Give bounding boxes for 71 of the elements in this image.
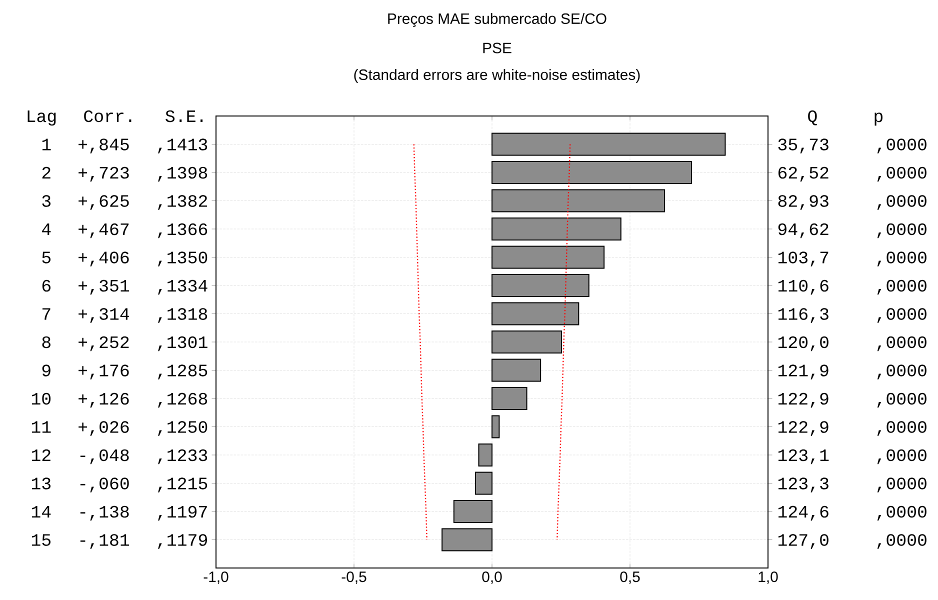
y-tick-label: 3 +,625 ,1382 <box>42 195 207 210</box>
x-tick-label: -1,0 <box>204 572 228 584</box>
text: (Standard errors are white-noise estimates) <box>354 69 640 83</box>
text: p <box>874 112 882 126</box>
y-tick-label: 11 +,026 ,1250 <box>32 421 208 436</box>
y-tick-label: 10 +,126 ,1268 <box>32 392 208 408</box>
text: ,0000 <box>877 478 926 492</box>
text: ,0000 <box>877 138 926 154</box>
text: ,0000 <box>877 364 926 380</box>
text: Lag Corr. S.E. <box>28 110 203 126</box>
bar <box>492 302 580 326</box>
x-tick-label: -0,5 <box>342 572 366 584</box>
text: 35,73 <box>778 138 828 154</box>
y-tick-label: 2 +,723 ,1398 <box>42 166 208 182</box>
text: 127,0 <box>778 534 828 549</box>
y-tick-label: 1 +,845 ,1413 <box>42 138 208 154</box>
y-tick-label: 9 +,176 ,1285 <box>42 364 208 380</box>
text: ,0000 <box>877 449 926 464</box>
bar <box>453 500 492 523</box>
text: 123,3 <box>778 478 828 492</box>
bar <box>492 415 500 438</box>
text: ,0000 <box>877 506 926 521</box>
chart-subtitle: PSE <box>483 42 512 54</box>
bar <box>492 386 528 410</box>
x-tick-label: 0,5 <box>620 572 640 584</box>
text: Q <box>808 110 817 126</box>
text: ,0000 <box>877 308 926 323</box>
x-tick-label: 0,0 <box>482 572 502 584</box>
bar <box>492 330 562 354</box>
y-tick-label: 12 -,048 ,1233 <box>32 449 208 464</box>
text: 110,6 <box>778 280 828 295</box>
text: ,0000 <box>877 336 926 352</box>
bar <box>492 217 622 240</box>
y-tick-label: 4 +,467 ,1366 <box>42 223 208 238</box>
text: 122,9 <box>778 421 828 436</box>
y-tick-label: 6 +,351 ,1334 <box>42 280 208 295</box>
text: 62,52 <box>778 166 828 182</box>
chart-title: Preços MAE submercado SE/CO <box>388 12 606 27</box>
y-tick-label: 8 +,252 ,1301 <box>42 336 208 352</box>
y-tick-label: 13 -,060 ,1215 <box>32 478 208 492</box>
text: 122,9 <box>778 392 828 408</box>
text: ,0000 <box>877 252 926 266</box>
bar <box>478 443 492 466</box>
y-tick-label: 7 +,314 ,1318 <box>42 308 208 323</box>
text: 94,62 <box>778 223 828 238</box>
bar <box>492 246 605 269</box>
text: ,0000 <box>877 166 926 182</box>
y-tick-label: 5 +,406 ,1350 <box>42 252 208 266</box>
text: 120,0 <box>778 336 828 352</box>
bar <box>492 274 590 297</box>
text: 124,6 <box>778 506 828 521</box>
bar <box>442 528 492 552</box>
text: 82,93 <box>778 195 828 210</box>
x-tick-label: 1,0 <box>758 572 778 584</box>
bar <box>492 160 692 184</box>
text: ,0000 <box>877 280 926 295</box>
bar <box>492 189 666 212</box>
y-tick-label: 15 -,181 ,1179 <box>32 534 207 549</box>
text: 116,3 <box>778 308 828 323</box>
text: ,0000 <box>877 421 926 436</box>
bar <box>492 358 542 382</box>
bar <box>474 472 492 495</box>
bar <box>492 132 726 156</box>
text: 121,9 <box>778 364 828 380</box>
text: ,0000 <box>877 223 926 238</box>
text: ,0000 <box>877 392 926 408</box>
text: ,0000 <box>877 195 926 210</box>
text: 103,7 <box>778 252 828 266</box>
text: 123,1 <box>778 449 829 464</box>
y-tick-label: 14 -,138 ,1197 <box>32 506 207 521</box>
text: ,0000 <box>877 534 926 549</box>
